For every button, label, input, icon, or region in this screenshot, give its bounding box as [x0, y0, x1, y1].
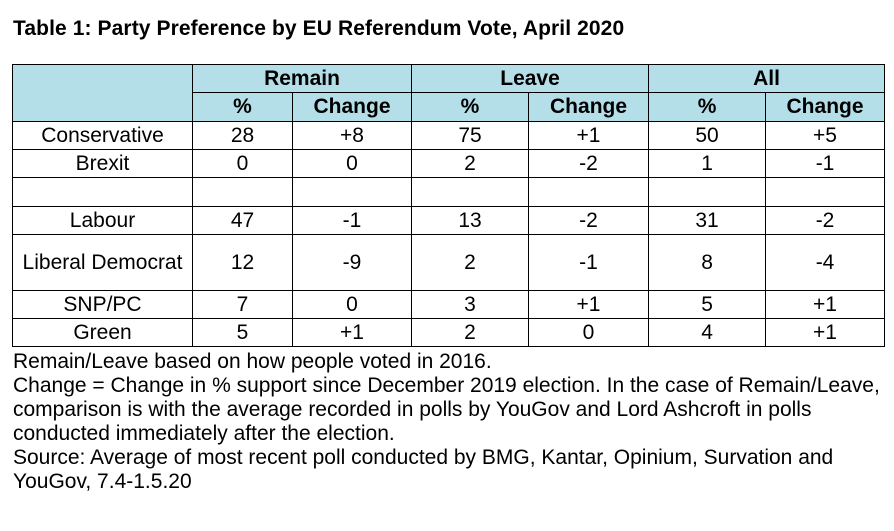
- table-row: SNP/PC 7 0 3 +1 5 +1: [12, 290, 886, 319]
- table-cell: -1: [291, 206, 413, 235]
- table-cell: -1: [765, 149, 886, 178]
- table-title: Table 1: Party Preference by EU Referend…: [13, 17, 625, 40]
- note-source: Source: Average of most recent poll cond…: [13, 446, 834, 493]
- subheader-cell: %: [192, 92, 293, 122]
- table-cell: 4: [648, 318, 767, 347]
- table-cell: +1: [765, 318, 886, 347]
- party-preference-table: Remain Leave All % Change % Change % Cha…: [12, 64, 886, 347]
- party-name: SNP/PC: [12, 290, 193, 319]
- table-cell: 2: [411, 234, 530, 291]
- table-cell: +5: [765, 121, 886, 150]
- table-cell: [192, 177, 293, 207]
- table-cell: 13: [411, 206, 530, 235]
- table-cell: +1: [528, 290, 650, 319]
- table-cell: 47: [192, 206, 293, 235]
- table-cell: [291, 177, 413, 207]
- party-name: Liberal Democrat: [12, 234, 193, 291]
- note-change-definition: Change = Change in % support since Decem…: [13, 374, 880, 445]
- group-header-all: All: [648, 64, 886, 93]
- table-cell: 0: [291, 149, 413, 178]
- corner-cell: [12, 64, 193, 122]
- subheader-cell: Change: [765, 92, 886, 122]
- table-cell: [765, 177, 886, 207]
- table-cell: 31: [648, 206, 767, 235]
- subheader-cell: Change: [528, 92, 650, 122]
- table-cell: +1: [765, 290, 886, 319]
- table-cell: 12: [192, 234, 293, 291]
- table-cell: 8: [648, 234, 767, 291]
- party-name: Conservative: [12, 121, 193, 150]
- table-cell: -2: [765, 206, 886, 235]
- group-header-row: Remain Leave All: [12, 64, 886, 122]
- subheader-cell: Change: [291, 92, 413, 122]
- table-cell: -4: [765, 234, 886, 291]
- subheader-cell: %: [648, 92, 767, 122]
- table-cell: 1: [648, 149, 767, 178]
- table-cell: [648, 177, 767, 207]
- table-cell: -2: [528, 206, 650, 235]
- table-row-empty: [12, 177, 886, 207]
- table-row: Green 5 +1 2 0 4 +1: [12, 318, 886, 347]
- table-cell: 3: [411, 290, 530, 319]
- table-row: Brexit 0 0 2 -2 1 -1: [12, 149, 886, 178]
- table-cell: 28: [192, 121, 293, 150]
- party-name: Green: [12, 318, 193, 347]
- table-notes: Remain/Leave based on how people voted i…: [13, 350, 883, 494]
- party-name: Brexit: [12, 149, 193, 178]
- table-cell: [411, 177, 530, 207]
- subheader-cell: %: [411, 92, 530, 122]
- group-header-leave: Leave: [411, 64, 650, 93]
- table-row: Labour 47 -1 13 -2 31 -2: [12, 206, 886, 235]
- table-cell: 0: [291, 290, 413, 319]
- table-cell: 2: [411, 318, 530, 347]
- table-cell: -1: [528, 234, 650, 291]
- note-basis: Remain/Leave based on how people voted i…: [13, 350, 492, 373]
- table-cell: 75: [411, 121, 530, 150]
- table-cell: 0: [528, 318, 650, 347]
- table-cell: +8: [291, 121, 413, 150]
- table-row: Conservative 28 +8 75 +1 50 +5: [12, 121, 886, 150]
- subheader-row: % Change % Change % Change: [13, 92, 886, 122]
- table-cell: 7: [192, 290, 293, 319]
- party-name: [12, 177, 193, 207]
- group-header-remain: Remain: [191, 64, 413, 93]
- table-cell: 2: [411, 149, 530, 178]
- party-name: Labour: [12, 206, 193, 235]
- table-cell: 0: [192, 149, 293, 178]
- table-cell: 5: [192, 318, 293, 347]
- table-cell: -9: [291, 234, 413, 291]
- table-cell: +1: [291, 318, 413, 347]
- table-cell: +1: [528, 121, 650, 150]
- table-cell: 5: [648, 290, 767, 319]
- table-cell: [528, 177, 650, 207]
- table-cell: -2: [528, 149, 650, 178]
- table-row: Liberal Democrat 12 -9 2 -1 8 -4: [12, 234, 886, 291]
- table-cell: 50: [648, 121, 767, 150]
